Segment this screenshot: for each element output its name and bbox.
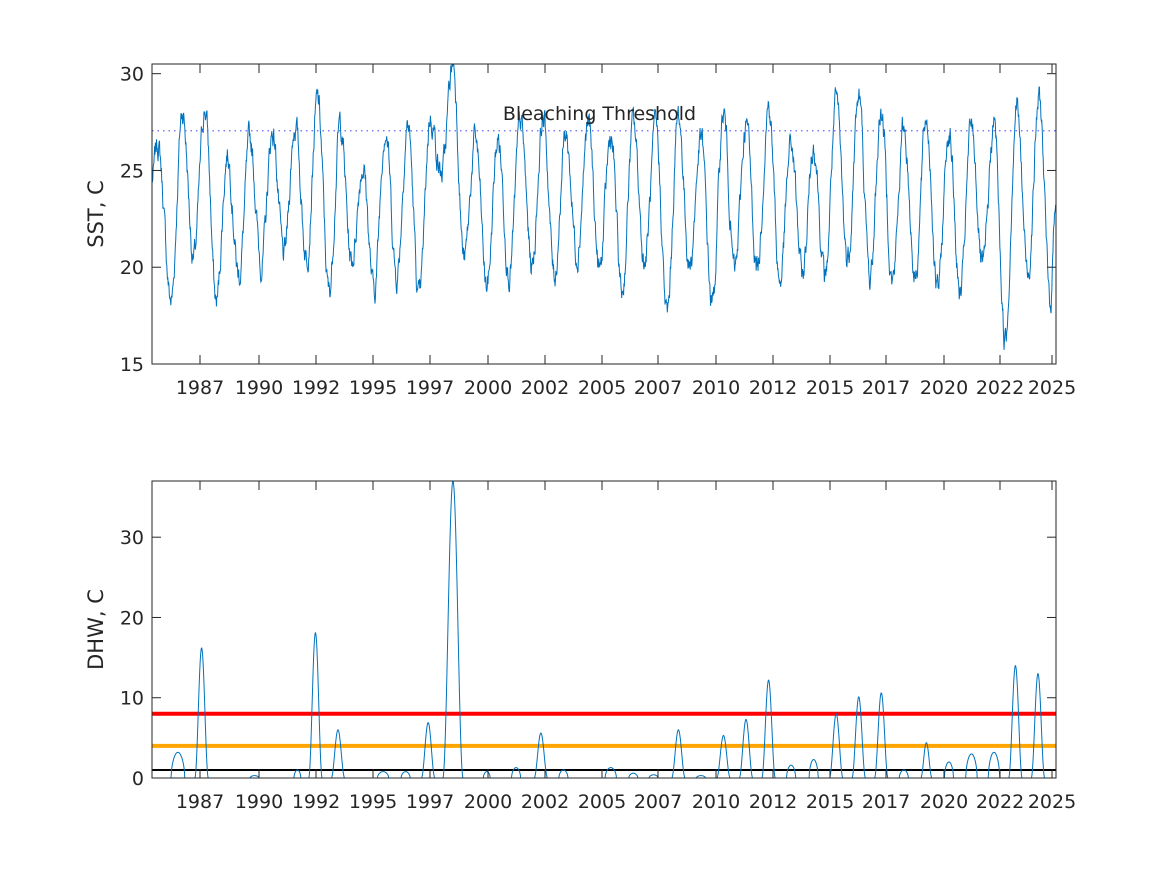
x-tick-label: 2010	[692, 791, 740, 813]
x-tick-label: 2007	[634, 377, 682, 399]
x-tick-label: 1987	[176, 791, 224, 813]
x-tick-label: 2007	[634, 791, 682, 813]
x-tick-label: 1992	[292, 791, 340, 813]
x-tick-label: 2017	[862, 377, 910, 399]
x-tick-label: 1995	[349, 791, 397, 813]
x-tick-label: 1990	[235, 377, 283, 399]
x-tick-label: 2025	[1028, 791, 1076, 813]
x-tick-label: 2020	[920, 791, 968, 813]
y-tick-label: 20	[120, 257, 144, 279]
x-tick-label: 2012	[749, 377, 797, 399]
x-tick-label: 2005	[578, 377, 626, 399]
sst-line	[151, 63, 1057, 350]
x-tick-label: 2000	[464, 791, 512, 813]
x-tick-label: 2015	[806, 791, 854, 813]
dhw-x-ticks: 1987 1990 1992 1995 1997 2000 2002 2005 2007 2010…	[176, 481, 1076, 813]
x-tick-label: 1992	[292, 377, 340, 399]
dhw-y-axis-label: DHW, C	[84, 589, 108, 670]
x-tick-label: 2022	[976, 791, 1024, 813]
x-tick-label: 1990	[235, 791, 283, 813]
sst-y-ticks: 15 20 25 30	[120, 64, 1056, 376]
x-tick-label: 2000	[464, 377, 512, 399]
dhw-line	[152, 480, 1056, 779]
sst-axes-box	[151, 63, 1057, 365]
y-tick-label: 20	[120, 607, 144, 629]
dhw-axes-box	[151, 480, 1057, 779]
x-tick-label: 2005	[578, 791, 626, 813]
x-tick-label: 1995	[349, 377, 397, 399]
x-tick-label: 2020	[920, 377, 968, 399]
y-tick-label: 10	[120, 688, 144, 710]
dhw-series	[152, 480, 1056, 779]
x-tick-label: 1997	[406, 377, 454, 399]
x-tick-label: 1987	[176, 377, 224, 399]
y-tick-label: 30	[120, 527, 144, 549]
x-tick-label: 2012	[749, 791, 797, 813]
x-tick-label: 1997	[406, 791, 454, 813]
dhw-alert-lines	[152, 711, 1056, 771]
sst-x-ticks: 1987 1990 1992 1995 1997 2000 2002 2005 2007 2010…	[176, 64, 1076, 399]
sst-series	[151, 63, 1057, 350]
dhw-y-ticks: 0 10 20 30	[120, 527, 1056, 790]
dhw-panel: 0 10 20 30 1987 1990 1992 1995 1997 2000 2002 2005…	[84, 480, 1076, 813]
bleaching-threshold-label: Bleaching Threshold	[503, 103, 696, 125]
y-tick-label: 25	[120, 160, 144, 182]
x-tick-label: 2022	[976, 377, 1024, 399]
x-tick-label: 2015	[806, 377, 854, 399]
x-tick-label: 2025	[1028, 377, 1076, 399]
y-tick-label: 30	[120, 64, 144, 86]
y-tick-label: 0	[132, 768, 144, 790]
sst-y-axis-label: SST, C	[84, 180, 108, 248]
x-tick-label: 2002	[521, 791, 569, 813]
x-tick-label: 2002	[521, 377, 569, 399]
x-tick-label: 2010	[692, 377, 740, 399]
y-tick-label: 15	[120, 354, 144, 376]
x-tick-label: 2017	[862, 791, 910, 813]
